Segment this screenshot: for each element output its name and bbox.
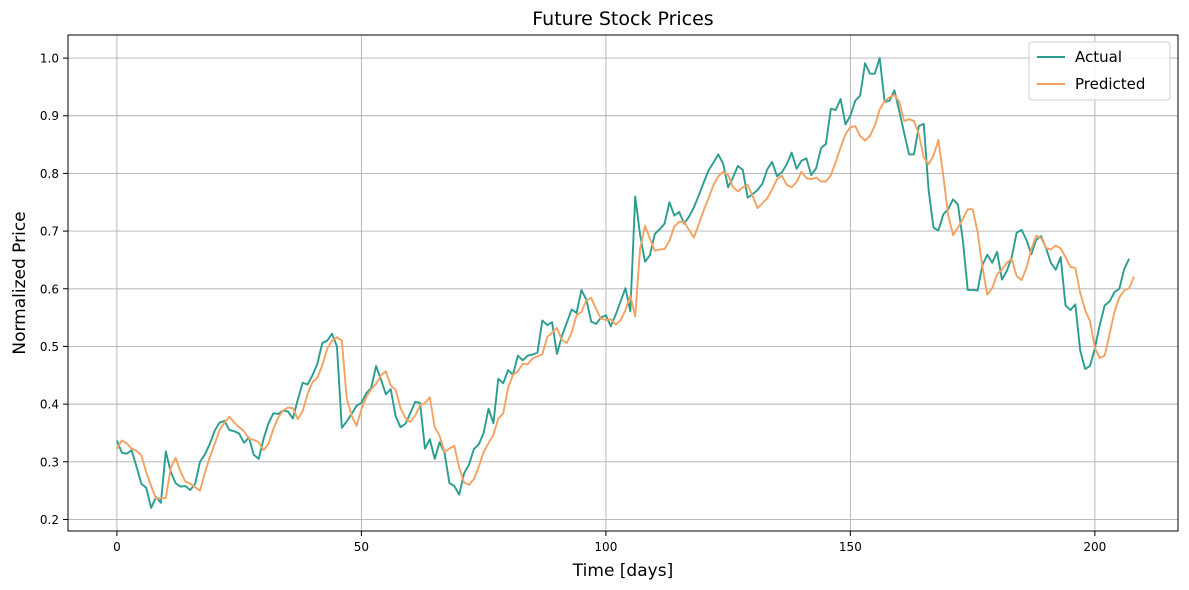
y-tick-label: 0.6 bbox=[40, 282, 59, 296]
axis-ticks: 0 50 100 150 200 0.2 0.3 0.4 0.5 0.6 0.7 0.8 0.9 1.0 bbox=[40, 52, 1106, 554]
x-tick-label: 150 bbox=[839, 540, 862, 554]
y-tick-label: 0.4 bbox=[40, 398, 59, 412]
y-tick-label: 1.0 bbox=[40, 52, 59, 66]
legend-label-actual: Actual bbox=[1075, 48, 1122, 66]
legend-label-predicted: Predicted bbox=[1075, 75, 1145, 93]
grid bbox=[68, 35, 1178, 531]
chart-title: Future Stock Prices bbox=[532, 8, 713, 30]
plot-area-frame bbox=[67, 34, 1179, 532]
series-line-predicted bbox=[116, 94, 1135, 500]
y-tick-label: 0.3 bbox=[40, 455, 59, 469]
x-tick-label: 50 bbox=[354, 540, 369, 554]
y-tick-label: 0.8 bbox=[40, 167, 59, 181]
x-tick-label: 0 bbox=[113, 540, 121, 554]
series-lines bbox=[116, 57, 1135, 509]
y-tick-label: 0.2 bbox=[40, 513, 59, 527]
x-tick-label: 200 bbox=[1083, 540, 1106, 554]
legend: Actual Predicted bbox=[1028, 41, 1171, 101]
x-axis-title: Time [days] bbox=[572, 561, 673, 581]
y-tick-label: 0.7 bbox=[40, 225, 59, 239]
y-tick-label: 0.9 bbox=[40, 109, 59, 123]
x-tick-label: 100 bbox=[594, 540, 617, 554]
y-axis-title: Normalized Price bbox=[10, 211, 30, 354]
y-tick-label: 0.5 bbox=[40, 340, 59, 354]
